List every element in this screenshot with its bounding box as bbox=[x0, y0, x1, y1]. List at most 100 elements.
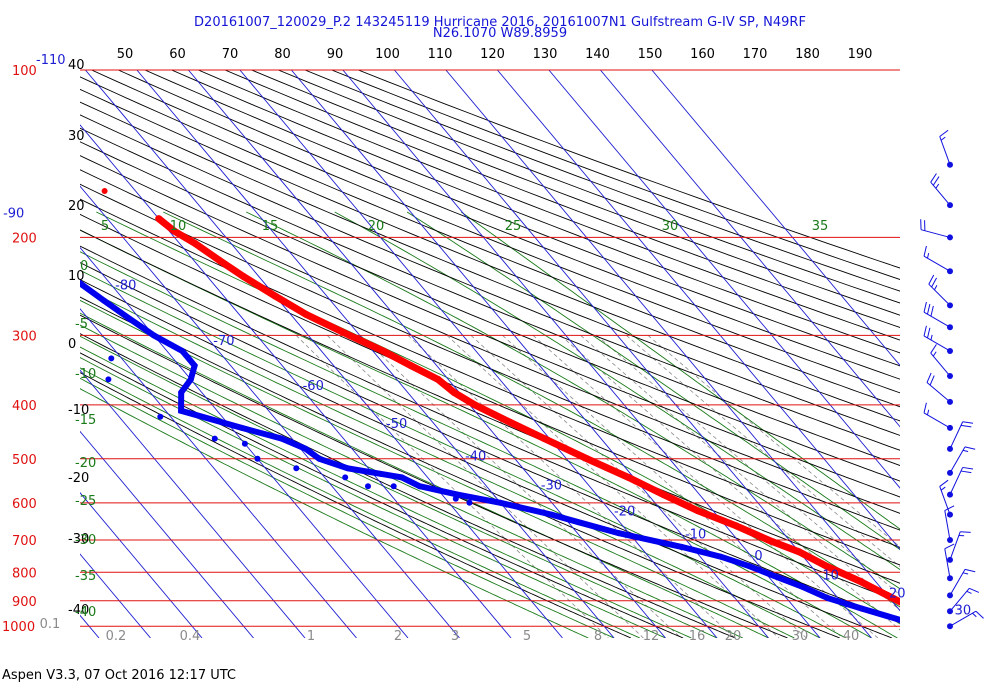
moist-top-label: 15 bbox=[262, 219, 279, 234]
wind-barb-flag bbox=[960, 531, 971, 533]
isotherm-tick-label: -30 bbox=[541, 479, 562, 494]
isotherm-line bbox=[80, 124, 512, 638]
wind-barb-flag bbox=[923, 325, 927, 337]
temperature-trace-point bbox=[216, 257, 224, 264]
dewpoint-point bbox=[241, 440, 248, 447]
wind-barb-staff bbox=[920, 229, 951, 238]
temperature-trace-point bbox=[379, 347, 387, 355]
mixing-ratio-line bbox=[647, 335, 900, 548]
moist-left-label: -40 bbox=[75, 605, 96, 620]
isotherm-tick-label: 30 bbox=[955, 603, 972, 618]
dry-adiabat-line bbox=[80, 198, 900, 548]
mixing-ratio-label: 8 bbox=[594, 629, 602, 644]
dewpoint-trace-point bbox=[52, 252, 58, 258]
mixing-ratio-label: 30 bbox=[792, 629, 809, 644]
isotherm-line bbox=[445, 70, 900, 612]
dry-adiabat-line bbox=[80, 114, 900, 451]
dry-adiabats bbox=[80, 70, 900, 638]
wind-barb-flag bbox=[964, 568, 976, 573]
wind-barb bbox=[947, 587, 980, 615]
temperature-trace-point bbox=[694, 507, 702, 515]
dewpoint-point bbox=[108, 355, 115, 362]
dry-adiabat-line bbox=[144, 70, 900, 367]
moist-left-label: 0 bbox=[80, 259, 88, 274]
wind-barb bbox=[926, 372, 953, 405]
dewpoint-point bbox=[466, 499, 473, 506]
theta-top-label: 60 bbox=[169, 47, 186, 62]
wind-barb bbox=[947, 568, 976, 599]
wind-barb-staff bbox=[930, 181, 951, 206]
dewpoint-trace-point bbox=[179, 348, 186, 354]
dewpoint-trace-point bbox=[416, 483, 423, 490]
dry-adiabat-line bbox=[80, 279, 893, 638]
wind-barb-flag bbox=[964, 446, 976, 450]
wind-barb-flag bbox=[923, 301, 927, 313]
temperature-trace-point bbox=[856, 577, 864, 585]
moist-adiabat-line bbox=[80, 269, 847, 638]
temperature-trace-point bbox=[953, 626, 960, 633]
moist-adiabat-line bbox=[246, 211, 900, 590]
wind-barb-half-flag bbox=[934, 285, 938, 291]
isotherm-tick-label: 0 bbox=[754, 549, 762, 564]
theta-top-label: 150 bbox=[638, 47, 663, 62]
wind-barb-flag bbox=[944, 505, 955, 511]
theta-top-label: 160 bbox=[690, 47, 715, 62]
dewpoint-trace-point bbox=[178, 389, 185, 396]
temperature-trace-point bbox=[450, 389, 458, 396]
wind-barb-flag bbox=[930, 173, 937, 183]
pressure-tick-label: 900 bbox=[12, 595, 37, 610]
mixing-ratio-line bbox=[560, 335, 900, 631]
moist-left-label: -15 bbox=[75, 413, 96, 428]
wind-barb-staff bbox=[923, 255, 951, 272]
moist-adiabat-line bbox=[80, 285, 821, 638]
dry-adiabat-line bbox=[80, 101, 900, 436]
temperature-trace-point bbox=[471, 401, 479, 409]
wind-barb bbox=[923, 301, 953, 331]
wind-barb-staff bbox=[928, 283, 951, 306]
moist-adiabat-line bbox=[80, 388, 589, 638]
isotherm-line bbox=[548, 70, 900, 489]
dewpoint-trace-point bbox=[769, 572, 776, 579]
theta-left-label: -40 bbox=[68, 603, 89, 618]
temperature-trace-point bbox=[765, 536, 773, 544]
theta-top-label: 90 bbox=[327, 47, 344, 62]
temperature-trace-point bbox=[407, 362, 415, 370]
wind-barb bbox=[939, 479, 953, 518]
wind-barb-staff bbox=[949, 446, 966, 474]
wind-barb-flag bbox=[975, 610, 984, 619]
dewpoint-point bbox=[254, 455, 261, 462]
pressure-tick-label: 300 bbox=[12, 329, 37, 344]
dewpoint-trace-point bbox=[398, 474, 405, 481]
wind-barb-flag bbox=[923, 402, 927, 414]
moist-top-label: 10 bbox=[170, 219, 187, 234]
wind-barb-flag bbox=[969, 587, 980, 593]
mixing-ratio-label: 40 bbox=[843, 629, 860, 644]
theta-left-label: -30 bbox=[68, 532, 89, 547]
isotherm-line bbox=[0, 70, 48, 638]
theta-left-label: 0 bbox=[68, 337, 76, 352]
dry-adiabat-line bbox=[91, 70, 900, 394]
moist-adiabat-line bbox=[461, 211, 900, 530]
wind-barb-half-flag bbox=[966, 590, 972, 594]
isotherm-line bbox=[239, 70, 718, 638]
moist-adiabat-line bbox=[96, 211, 900, 625]
isotherm-line bbox=[600, 70, 900, 428]
dewpoint-point bbox=[105, 376, 112, 383]
temperature-trace-point bbox=[883, 591, 891, 599]
temperature-trace-point bbox=[171, 227, 178, 235]
wind-barb-half-flag bbox=[935, 183, 940, 189]
wind-barb-half-flag bbox=[940, 486, 946, 491]
wind-barb-flag bbox=[962, 421, 974, 424]
dry-adiabat-line bbox=[278, 70, 900, 304]
isotherm-line bbox=[80, 246, 409, 638]
isotherm-line bbox=[80, 369, 306, 638]
dry-adiabat-line bbox=[80, 141, 900, 482]
wind-barb-staff bbox=[949, 587, 970, 612]
dewpoint-trace-point bbox=[678, 543, 685, 550]
dry-adiabat-line bbox=[304, 70, 900, 292]
dewpoint-point bbox=[365, 483, 371, 490]
wind-barb-flag bbox=[960, 470, 972, 474]
dewpoint-trace-point bbox=[548, 511, 555, 518]
axis-labels: 1002003004005006007008009001000-110-100-… bbox=[2, 47, 972, 644]
